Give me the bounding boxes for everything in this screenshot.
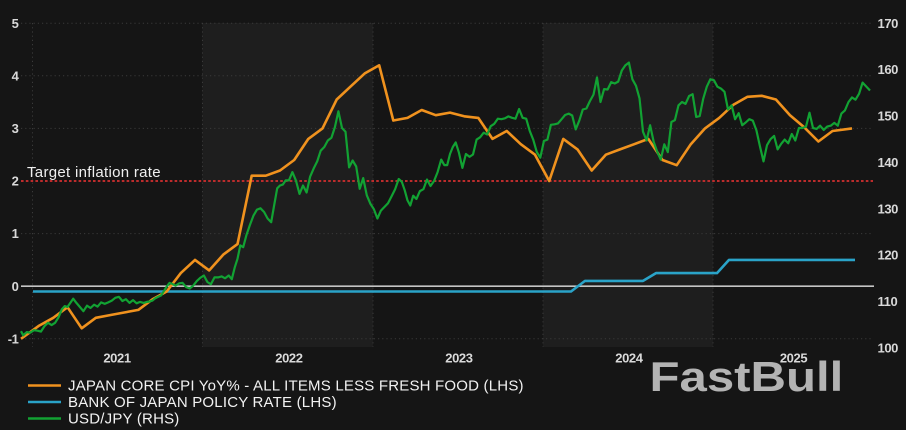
svg-text:150: 150 [878, 109, 899, 124]
svg-text:5: 5 [12, 16, 19, 31]
svg-text:2023: 2023 [445, 350, 472, 365]
svg-text:130: 130 [878, 201, 899, 216]
svg-text:2022: 2022 [275, 350, 302, 365]
svg-text:-1: -1 [8, 331, 19, 346]
svg-text:JAPAN CORE CPI YoY% - ALL ITEM: JAPAN CORE CPI YoY% - ALL ITEMS LESS FRE… [68, 378, 524, 395]
svg-text:2024: 2024 [615, 350, 643, 365]
svg-text:170: 170 [878, 16, 899, 31]
svg-text:3: 3 [12, 121, 19, 136]
svg-text:2: 2 [12, 174, 19, 189]
svg-text:140: 140 [878, 155, 899, 170]
svg-text:USD/JPY (RHS): USD/JPY (RHS) [68, 411, 180, 428]
svg-text:FastBull: FastBull [650, 353, 844, 400]
svg-text:Target inflation rate: Target inflation rate [27, 164, 161, 181]
svg-text:0: 0 [12, 279, 19, 294]
svg-text:2021: 2021 [103, 350, 130, 365]
svg-text:BANK OF JAPAN POLICY RATE (LHS: BANK OF JAPAN POLICY RATE (LHS) [68, 394, 337, 411]
svg-text:120: 120 [878, 248, 899, 263]
svg-text:100: 100 [878, 341, 899, 356]
svg-text:160: 160 [878, 62, 899, 77]
svg-text:2025: 2025 [780, 350, 807, 365]
svg-text:110: 110 [878, 294, 898, 309]
svg-text:1: 1 [12, 226, 19, 241]
svg-text:4: 4 [12, 68, 20, 83]
